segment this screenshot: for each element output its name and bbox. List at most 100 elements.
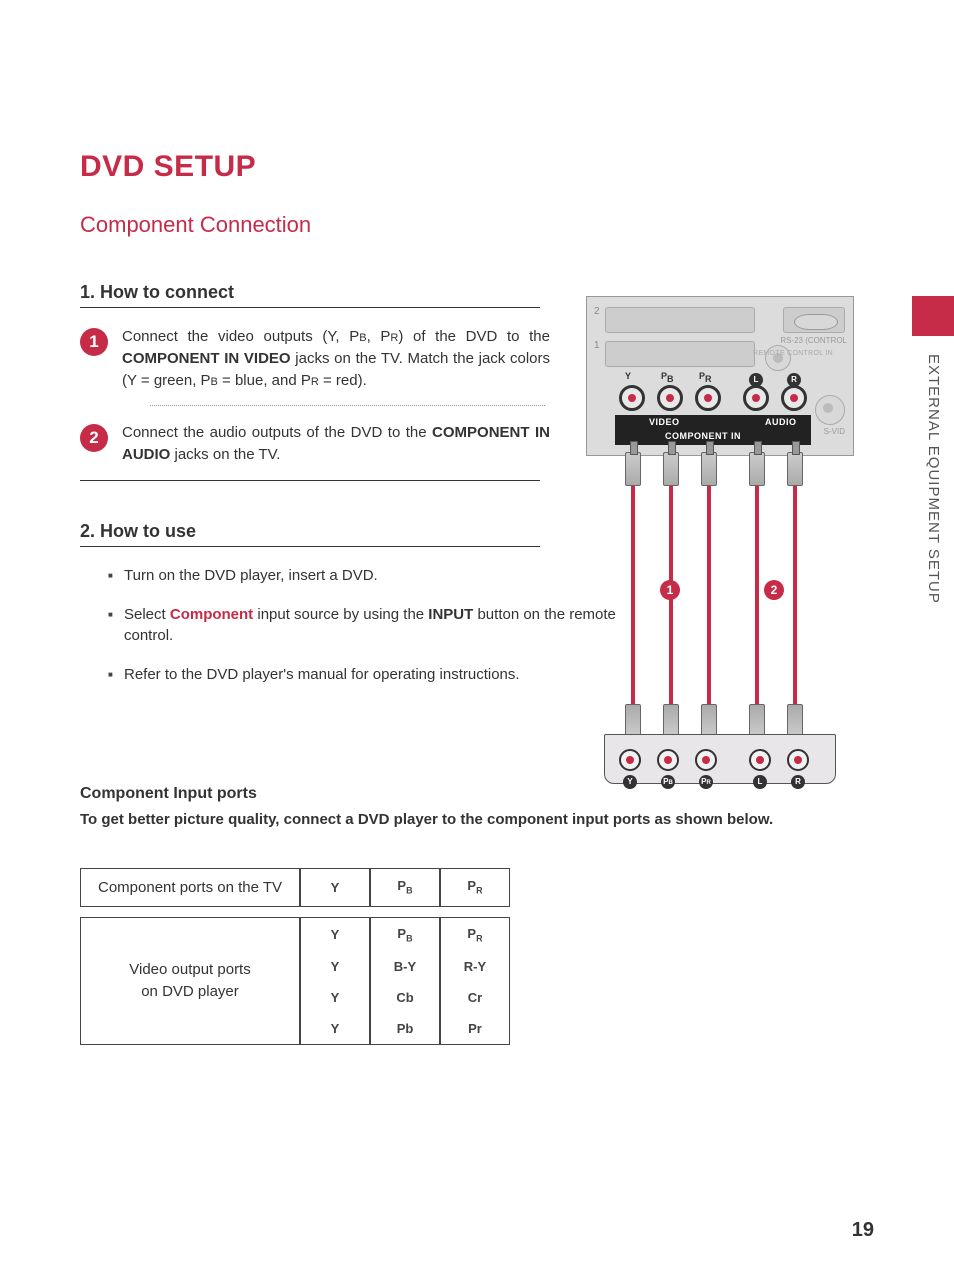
component-ports-section: Component Input ports To get better pict… bbox=[80, 785, 874, 1046]
rs232-label: RS-23 (CONTROL bbox=[780, 337, 847, 346]
cable-badge-2: 2 bbox=[764, 580, 784, 600]
dvd-label-r: R bbox=[791, 775, 805, 789]
table-cell: R-Y bbox=[440, 951, 510, 982]
text: , P bbox=[367, 328, 391, 345]
table-cell: PR bbox=[440, 917, 510, 952]
table-row: Video output ports on DVD player Y PB PR bbox=[80, 917, 510, 952]
table-cell: B-Y bbox=[370, 951, 440, 982]
cable-badge-1: 1 bbox=[660, 580, 680, 600]
connection-diagram: 2 1 RS-23 (CONTROL REMOTE CONTROL IN S-V… bbox=[586, 296, 854, 746]
slot-number: 1 bbox=[594, 340, 600, 351]
table-gap bbox=[80, 907, 510, 917]
jack-l bbox=[743, 385, 769, 411]
ports-table: Component ports on the TV Y PB PR Video … bbox=[80, 868, 510, 1046]
scart-slot-2: 2 bbox=[605, 307, 755, 333]
remote-label: REMOTE CONTROL IN bbox=[753, 350, 833, 357]
sub: R bbox=[311, 376, 319, 388]
plug bbox=[625, 452, 641, 486]
dvd-jack-pr bbox=[695, 749, 717, 771]
bar-video-label: VIDEO bbox=[649, 417, 680, 427]
jack-pr bbox=[695, 385, 721, 411]
plug bbox=[749, 452, 765, 486]
cable-1 bbox=[631, 454, 635, 734]
use-item-3: Refer to the DVD player's manual for ope… bbox=[108, 664, 628, 685]
slot-number: 2 bbox=[594, 306, 600, 317]
use-list: Turn on the DVD player, insert a DVD. Se… bbox=[108, 565, 628, 685]
svideo-port bbox=[815, 395, 845, 425]
text: Connect the audio outputs of the DVD to … bbox=[122, 424, 432, 441]
table-row: Component ports on the TV Y PB PR bbox=[80, 868, 510, 907]
table-cell: Y bbox=[300, 868, 370, 907]
dvd-jack-r bbox=[787, 749, 809, 771]
table-cell: Y bbox=[300, 1013, 370, 1045]
section-how-to-use: 2. How to use bbox=[80, 521, 540, 547]
plug bbox=[787, 704, 803, 738]
jack-label-y: Y bbox=[625, 371, 631, 381]
dvd-jack-l bbox=[749, 749, 771, 771]
step-badge-1: 1 bbox=[80, 328, 108, 356]
ports-subheading: To get better picture quality, connect a… bbox=[80, 811, 874, 828]
tv-back-panel: 2 1 RS-23 (CONTROL REMOTE CONTROL IN S-V… bbox=[586, 296, 854, 456]
dvd-label-pb: PB bbox=[661, 775, 675, 789]
jack-label-pr: PR bbox=[699, 371, 712, 384]
jack-pb bbox=[657, 385, 683, 411]
table-cell: Cb bbox=[370, 982, 440, 1013]
use-item-2: Select Component input source by using t… bbox=[108, 604, 628, 646]
dvd-label-pr: PR bbox=[699, 775, 713, 789]
text: input source by using the bbox=[253, 606, 428, 623]
table-cell: Cr bbox=[440, 982, 510, 1013]
text: Connect the video outputs (Y, P bbox=[122, 328, 359, 345]
rs232-port bbox=[783, 307, 845, 333]
page-content: DVD SETUP Component Connection 1. How to… bbox=[0, 0, 954, 1085]
plug bbox=[663, 452, 679, 486]
text: ) of the DVD to the bbox=[398, 328, 550, 345]
plug bbox=[701, 452, 717, 486]
step-1-text: Connect the video outputs (Y, PB, PR) of… bbox=[122, 326, 550, 391]
plug bbox=[663, 704, 679, 738]
table-label-cell: Component ports on the TV bbox=[80, 868, 300, 907]
text: Video output ports bbox=[129, 961, 250, 978]
cable-5 bbox=[793, 454, 797, 734]
plug bbox=[701, 704, 717, 738]
use-item-1: Turn on the DVD player, insert a DVD. bbox=[108, 565, 628, 586]
sub: B bbox=[211, 376, 218, 388]
plug bbox=[787, 452, 803, 486]
table-cell: PB bbox=[370, 917, 440, 952]
cable-3 bbox=[707, 454, 711, 734]
jack-label-pb: PB bbox=[661, 371, 674, 384]
step-2: 2 Connect the audio outputs of the DVD t… bbox=[80, 422, 550, 466]
jack-y bbox=[619, 385, 645, 411]
section-how-to-connect: 1. How to connect bbox=[80, 282, 540, 308]
page-subtitle: Component Connection bbox=[80, 212, 874, 238]
jack-r bbox=[781, 385, 807, 411]
page-title: DVD SETUP bbox=[80, 150, 874, 184]
divider bbox=[80, 480, 540, 481]
text: jacks on the TV. bbox=[170, 446, 280, 463]
text: = blue, and P bbox=[218, 372, 311, 389]
table-cell: PB bbox=[370, 868, 440, 907]
bold: COMPONENT IN VIDEO bbox=[122, 350, 291, 367]
text: = red). bbox=[319, 372, 367, 389]
plug bbox=[749, 704, 765, 738]
cable-4 bbox=[755, 454, 759, 734]
table-cell: Pr bbox=[440, 1013, 510, 1045]
table-cell: PR bbox=[440, 868, 510, 907]
table-cell: Y bbox=[300, 917, 370, 952]
cable-set: 1 2 bbox=[618, 454, 818, 744]
component-in-strip: Y PB PR L R VIDEO AUDIO COMPONENT IN bbox=[615, 377, 811, 437]
bold: INPUT bbox=[428, 606, 473, 623]
bar-component-label: COMPONENT IN bbox=[665, 431, 741, 441]
text: on DVD player bbox=[141, 983, 239, 1000]
page-number: 19 bbox=[852, 1219, 874, 1242]
text: Select bbox=[124, 606, 170, 623]
step-2-text: Connect the audio outputs of the DVD to … bbox=[122, 422, 550, 466]
step-1: 1 Connect the video outputs (Y, PB, PR) … bbox=[80, 326, 550, 391]
plug bbox=[625, 704, 641, 738]
table-cell: Pb bbox=[370, 1013, 440, 1045]
sub: B bbox=[359, 332, 366, 344]
remote-control-port bbox=[765, 345, 791, 371]
bar-audio-label: AUDIO bbox=[765, 417, 797, 427]
step-badge-2: 2 bbox=[80, 424, 108, 452]
scart-slot-1: 1 bbox=[605, 341, 755, 367]
component-label: Component bbox=[170, 606, 253, 623]
